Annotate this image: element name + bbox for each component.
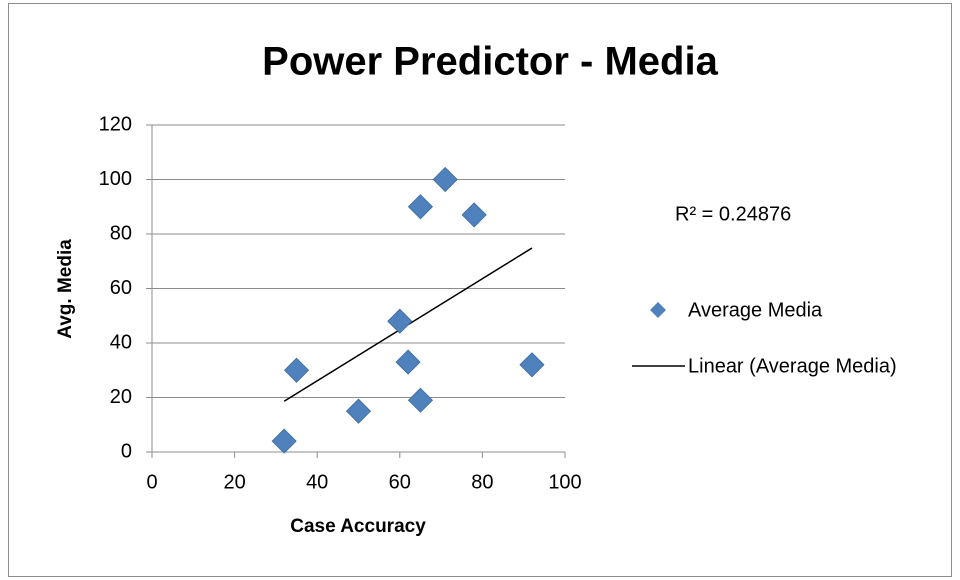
point <box>395 349 421 375</box>
point <box>345 398 372 424</box>
point <box>283 357 310 383</box>
y-tick-label: 100 <box>99 168 132 190</box>
y-tick-label: 80 <box>110 222 132 244</box>
point <box>461 202 487 228</box>
annotation: R² = 0.24876 <box>675 203 791 225</box>
x-tick-label: 80 <box>471 471 493 493</box>
legend-label: Average Media <box>688 299 823 321</box>
point <box>407 387 434 413</box>
y-tick-label: 20 <box>110 386 132 408</box>
x-tick-label: 20 <box>223 471 245 493</box>
y-axis-label: Avg. Media <box>55 239 76 339</box>
point <box>271 428 297 454</box>
x-tick-label: 60 <box>389 471 411 493</box>
chart-border <box>8 3 952 577</box>
point <box>432 166 458 193</box>
x-axis-label: Case Accuracy <box>290 516 426 537</box>
point <box>407 194 434 220</box>
y-tick-label: 60 <box>110 277 132 299</box>
legend-label: Linear (Average Media) <box>688 355 897 377</box>
x-tick-label: 40 <box>306 471 328 493</box>
y-tick-label: 40 <box>110 331 132 353</box>
x-tick-label: 0 <box>146 471 157 493</box>
y-tick-label: 0 <box>121 440 132 462</box>
legend-marker <box>650 302 666 318</box>
x-tick-label: 100 <box>548 471 581 493</box>
chart-title: Power Predictor - Media <box>262 40 718 84</box>
point <box>519 352 545 378</box>
y-tick-label: 120 <box>99 113 132 135</box>
point <box>387 308 413 334</box>
